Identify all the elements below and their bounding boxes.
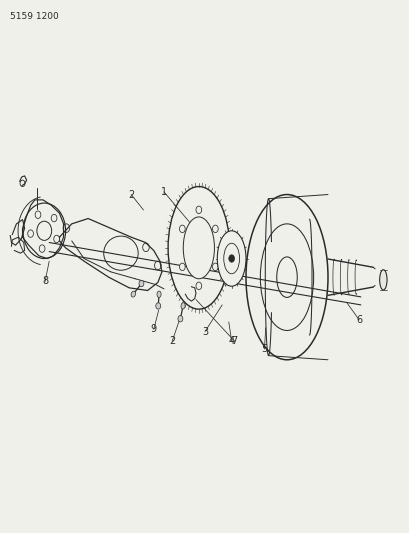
- Text: 9: 9: [151, 325, 156, 334]
- Circle shape: [39, 245, 45, 252]
- Text: 3: 3: [202, 327, 207, 336]
- Text: 5: 5: [261, 344, 267, 354]
- Ellipse shape: [157, 291, 161, 297]
- Circle shape: [28, 230, 34, 237]
- Text: 7: 7: [231, 336, 237, 346]
- Circle shape: [155, 303, 160, 309]
- Circle shape: [179, 225, 185, 232]
- Ellipse shape: [379, 270, 386, 290]
- Circle shape: [51, 214, 57, 222]
- Circle shape: [179, 263, 185, 271]
- Text: 8: 8: [42, 277, 48, 286]
- Circle shape: [54, 235, 59, 243]
- Circle shape: [228, 255, 234, 262]
- Text: 6: 6: [355, 315, 361, 325]
- Text: 1: 1: [161, 187, 166, 197]
- Text: 2: 2: [169, 336, 175, 346]
- Circle shape: [196, 282, 201, 289]
- Circle shape: [139, 280, 144, 287]
- Circle shape: [178, 316, 182, 322]
- Text: 5159 1200: 5159 1200: [10, 12, 59, 21]
- Ellipse shape: [180, 303, 185, 309]
- Circle shape: [212, 225, 218, 232]
- Ellipse shape: [183, 217, 214, 279]
- Text: 2: 2: [128, 190, 134, 199]
- Text: 4: 4: [228, 336, 234, 346]
- Ellipse shape: [217, 231, 245, 286]
- Circle shape: [35, 211, 41, 219]
- Circle shape: [196, 206, 201, 214]
- Circle shape: [212, 263, 218, 271]
- Ellipse shape: [131, 291, 135, 297]
